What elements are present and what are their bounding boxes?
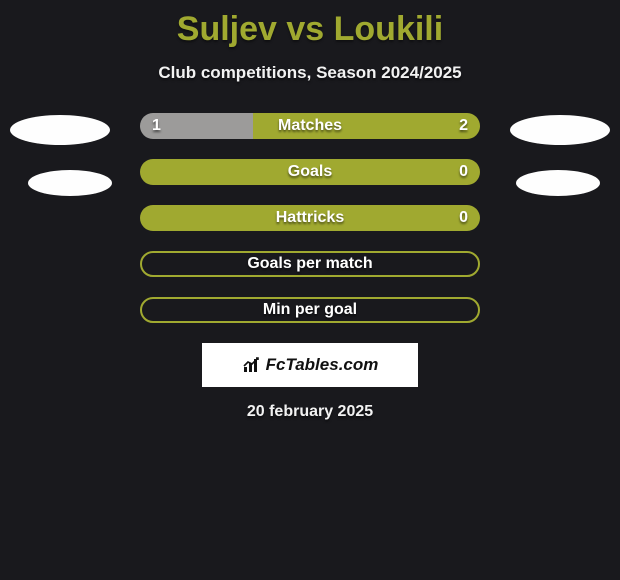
player-left-avatar-1 [10, 115, 110, 145]
player-right-avatar-2 [516, 170, 600, 196]
page-title: Suljev vs Loukili [0, 0, 620, 49]
logo-box: FcTables.com [202, 343, 418, 387]
bar-left [140, 113, 253, 139]
logo-label: FcTables.com [266, 355, 379, 375]
stat-row: Goals0 [140, 159, 480, 185]
chart-icon [242, 356, 264, 374]
stat-row: Goals per match [140, 251, 480, 277]
stat-rows: Matches12 Goals0 Hattricks0 Goals per match… [0, 113, 620, 323]
subtitle: Club competitions, Season 2024/2025 [0, 63, 620, 83]
bar-right [253, 113, 480, 139]
metric-label: Min per goal [142, 299, 478, 321]
site-logo: FcTables.com [242, 355, 379, 375]
comparison-chart: Matches12 Goals0 Hattricks0 Goals per match… [0, 113, 620, 323]
stat-row: Hattricks0 [140, 205, 480, 231]
bar-right [140, 205, 480, 231]
player-right-avatar-1 [510, 115, 610, 145]
bar-right [140, 159, 480, 185]
stat-row: Matches12 [140, 113, 480, 139]
metric-label: Goals per match [142, 253, 478, 275]
player-left-avatar-2 [28, 170, 112, 196]
stat-row: Min per goal [140, 297, 480, 323]
date-label: 20 february 2025 [0, 403, 620, 421]
